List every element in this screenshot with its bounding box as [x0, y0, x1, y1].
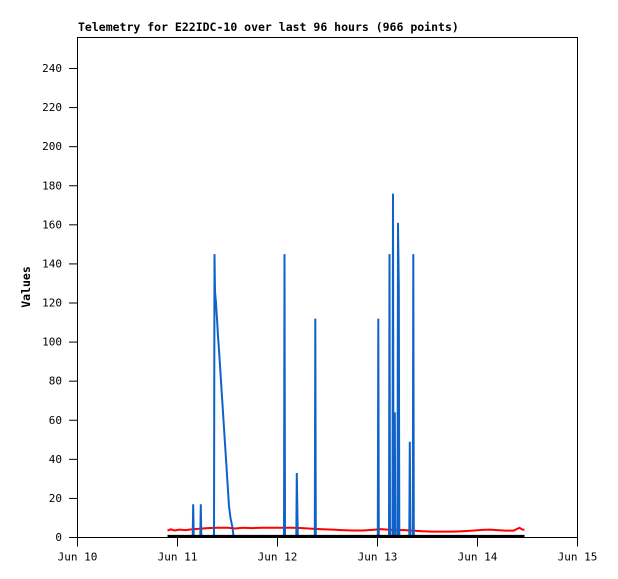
x-tick-label: Jun 14: [458, 551, 498, 564]
y-tick-label: 240: [42, 62, 62, 75]
y-axis-title: Values: [19, 266, 33, 308]
data-series: [167, 193, 525, 538]
axes: 0 20 40 60 80 100 120 140 160 180 200 220 240 Jun 10 J…: [42, 62, 597, 564]
y-tick-label: 180: [42, 179, 62, 192]
y-tick-label: 40: [49, 453, 62, 466]
y-tick-label: 140: [42, 257, 62, 270]
plot-border: [77, 37, 578, 538]
x-tick-label: Jun 12: [258, 551, 298, 564]
y-tick-label: 120: [42, 297, 62, 310]
y-tick-label: 20: [49, 492, 62, 505]
x-tick-label: Jun 10: [58, 551, 98, 564]
y-tick-label: 80: [49, 375, 62, 388]
y-tick-label: 200: [42, 140, 62, 153]
x-tick-label: Jun 11: [158, 551, 198, 564]
y-tick-label: 160: [42, 218, 62, 231]
x-tick-label: Jun 15: [558, 551, 598, 564]
y-tick-label: 220: [42, 101, 62, 114]
x-tick-label: Jun 13: [358, 551, 398, 564]
y-tick-label: 0: [55, 531, 62, 544]
series-average-line: [167, 526, 525, 533]
series-spike-line: [167, 193, 525, 538]
y-tick-label: 60: [49, 414, 62, 427]
y-tick-label: 100: [42, 336, 62, 349]
chart-title: Telemetry for E22IDC-10 over last 96 hou…: [78, 20, 459, 34]
